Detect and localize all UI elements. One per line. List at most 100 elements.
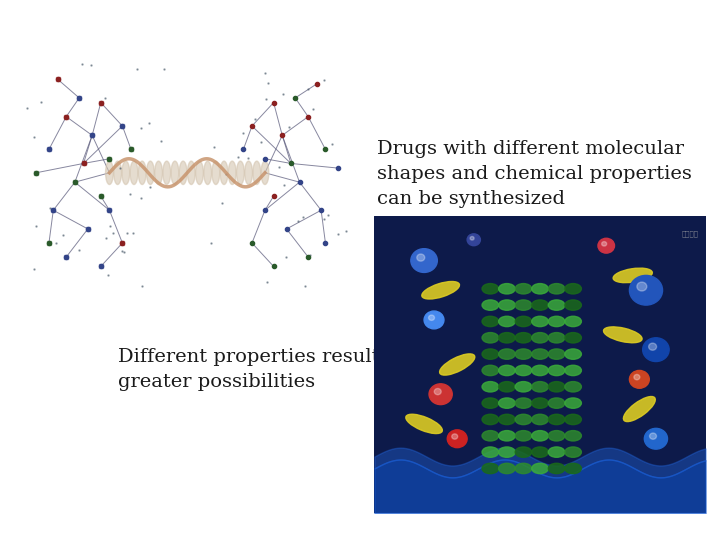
Circle shape — [470, 237, 474, 240]
Ellipse shape — [516, 463, 531, 474]
Ellipse shape — [531, 463, 549, 474]
Ellipse shape — [482, 284, 498, 294]
Ellipse shape — [549, 349, 565, 359]
Ellipse shape — [565, 430, 582, 441]
Text: 静远嘲风: 静远嘲风 — [682, 231, 699, 238]
Ellipse shape — [138, 161, 146, 185]
Circle shape — [629, 370, 649, 388]
Ellipse shape — [498, 316, 516, 327]
Ellipse shape — [565, 463, 582, 474]
Ellipse shape — [565, 333, 582, 343]
Ellipse shape — [516, 333, 531, 343]
Ellipse shape — [245, 161, 253, 185]
Ellipse shape — [498, 382, 516, 392]
Ellipse shape — [236, 161, 244, 185]
Circle shape — [411, 248, 437, 272]
Ellipse shape — [482, 300, 498, 310]
Ellipse shape — [498, 398, 516, 408]
Circle shape — [429, 384, 452, 404]
Ellipse shape — [613, 268, 652, 282]
Ellipse shape — [549, 300, 565, 310]
Ellipse shape — [482, 430, 498, 441]
Ellipse shape — [565, 365, 582, 376]
Ellipse shape — [549, 316, 565, 327]
Circle shape — [629, 275, 662, 305]
Ellipse shape — [549, 430, 565, 441]
Ellipse shape — [565, 349, 582, 359]
Ellipse shape — [565, 398, 582, 408]
Ellipse shape — [516, 398, 531, 408]
Circle shape — [451, 434, 458, 439]
Ellipse shape — [549, 284, 565, 294]
Ellipse shape — [146, 161, 154, 185]
Ellipse shape — [498, 414, 516, 424]
Ellipse shape — [498, 430, 516, 441]
Ellipse shape — [565, 382, 582, 392]
Ellipse shape — [440, 354, 474, 375]
Ellipse shape — [179, 161, 187, 185]
Ellipse shape — [531, 382, 549, 392]
Ellipse shape — [114, 161, 122, 185]
Circle shape — [637, 282, 647, 291]
Circle shape — [643, 338, 669, 362]
Ellipse shape — [482, 398, 498, 408]
Ellipse shape — [253, 161, 261, 185]
Ellipse shape — [261, 161, 269, 185]
Ellipse shape — [187, 161, 195, 185]
Ellipse shape — [228, 161, 236, 185]
Ellipse shape — [549, 463, 565, 474]
Ellipse shape — [482, 463, 498, 474]
Ellipse shape — [130, 161, 138, 185]
Ellipse shape — [549, 414, 565, 424]
Ellipse shape — [531, 316, 549, 327]
Ellipse shape — [482, 447, 498, 457]
Ellipse shape — [220, 161, 228, 185]
Ellipse shape — [531, 430, 549, 441]
Ellipse shape — [565, 300, 582, 310]
Ellipse shape — [565, 414, 582, 424]
Ellipse shape — [549, 398, 565, 408]
Ellipse shape — [516, 447, 531, 457]
Ellipse shape — [565, 447, 582, 457]
Ellipse shape — [531, 365, 549, 376]
Circle shape — [467, 234, 480, 246]
Ellipse shape — [516, 382, 531, 392]
Ellipse shape — [498, 365, 516, 376]
Circle shape — [649, 343, 657, 350]
Ellipse shape — [603, 327, 642, 343]
Ellipse shape — [565, 284, 582, 294]
Ellipse shape — [498, 284, 516, 294]
Ellipse shape — [549, 447, 565, 457]
Ellipse shape — [531, 284, 549, 294]
Ellipse shape — [482, 382, 498, 392]
Ellipse shape — [549, 333, 565, 343]
Ellipse shape — [531, 414, 549, 424]
Ellipse shape — [212, 161, 220, 185]
Ellipse shape — [196, 161, 203, 185]
Circle shape — [424, 311, 444, 329]
Ellipse shape — [531, 447, 549, 457]
Text: Drugs with different molecular
shapes and chemical properties
can be synthesized: Drugs with different molecular shapes an… — [377, 140, 692, 208]
Ellipse shape — [516, 349, 531, 359]
Ellipse shape — [482, 316, 498, 327]
Circle shape — [598, 238, 615, 253]
Ellipse shape — [155, 161, 163, 185]
Ellipse shape — [498, 333, 516, 343]
Circle shape — [644, 428, 667, 449]
Ellipse shape — [106, 161, 113, 185]
Ellipse shape — [482, 365, 498, 376]
Circle shape — [434, 388, 441, 395]
Circle shape — [447, 430, 467, 448]
Ellipse shape — [498, 447, 516, 457]
Ellipse shape — [565, 316, 582, 327]
Ellipse shape — [516, 414, 531, 424]
Ellipse shape — [531, 349, 549, 359]
Ellipse shape — [516, 284, 531, 294]
Ellipse shape — [482, 414, 498, 424]
Ellipse shape — [482, 333, 498, 343]
Ellipse shape — [122, 161, 130, 185]
Circle shape — [417, 254, 425, 261]
Circle shape — [602, 241, 607, 246]
Ellipse shape — [516, 300, 531, 310]
Circle shape — [428, 315, 434, 320]
